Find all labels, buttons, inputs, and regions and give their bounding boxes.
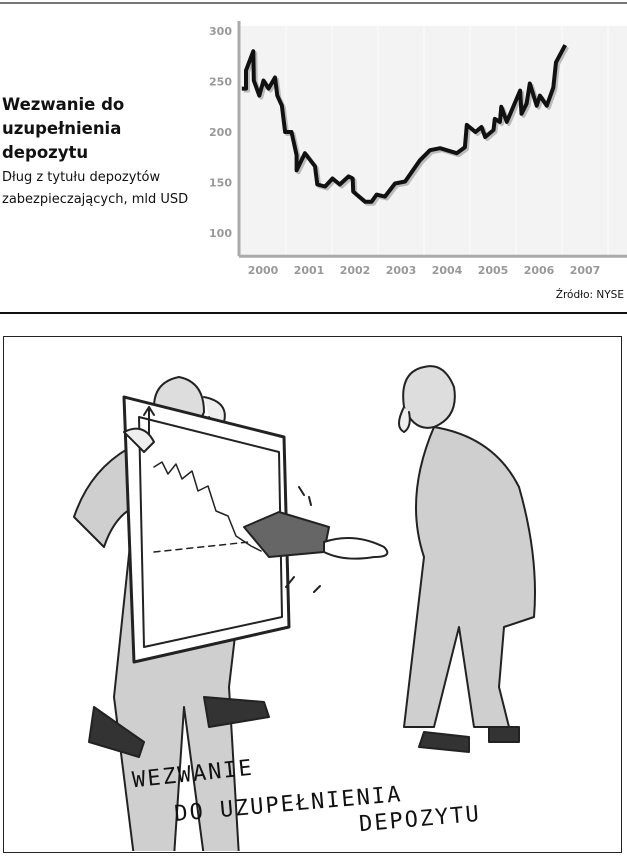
x-tick-label: 2004 [432, 264, 463, 277]
cartoon-illustration: WEZWANIE DO UZUPEŁNIENIA DEPOZYTU [3, 336, 622, 858]
y-tick-label: 300 [209, 25, 232, 38]
x-tick-label: 2006 [524, 264, 555, 277]
x-tick-label: 2000 [248, 264, 279, 277]
x-tick-label: 2007 [570, 264, 601, 277]
chart-subtitle: Dług z tytułu depozytów zabezpieczającyc… [2, 170, 189, 207]
y-tick-label: 150 [209, 177, 232, 190]
source-note: Źródło: NYSE [555, 289, 624, 301]
y-tick-label: 100 [209, 227, 232, 240]
y-tick-label: 200 [209, 126, 232, 139]
x-tick-label: 2002 [340, 264, 371, 277]
y-tick-label: 250 [209, 76, 232, 89]
x-tick-label: 2003 [386, 264, 417, 277]
x-tick-label: 2001 [294, 264, 325, 277]
top-rule [0, 2, 627, 4]
line-chart: 100 150 200 250 300 2000 2001 2002 2003 2004 2005 2… [209, 20, 627, 277]
x-tick-label: 2005 [478, 264, 509, 277]
cartoon-drawing [73, 365, 536, 858]
section-rule [0, 312, 627, 314]
chart-title: Wezwanie do uzupełnienia depozytu [2, 95, 125, 162]
series-line [241, 44, 567, 204]
plot-background [240, 25, 627, 256]
